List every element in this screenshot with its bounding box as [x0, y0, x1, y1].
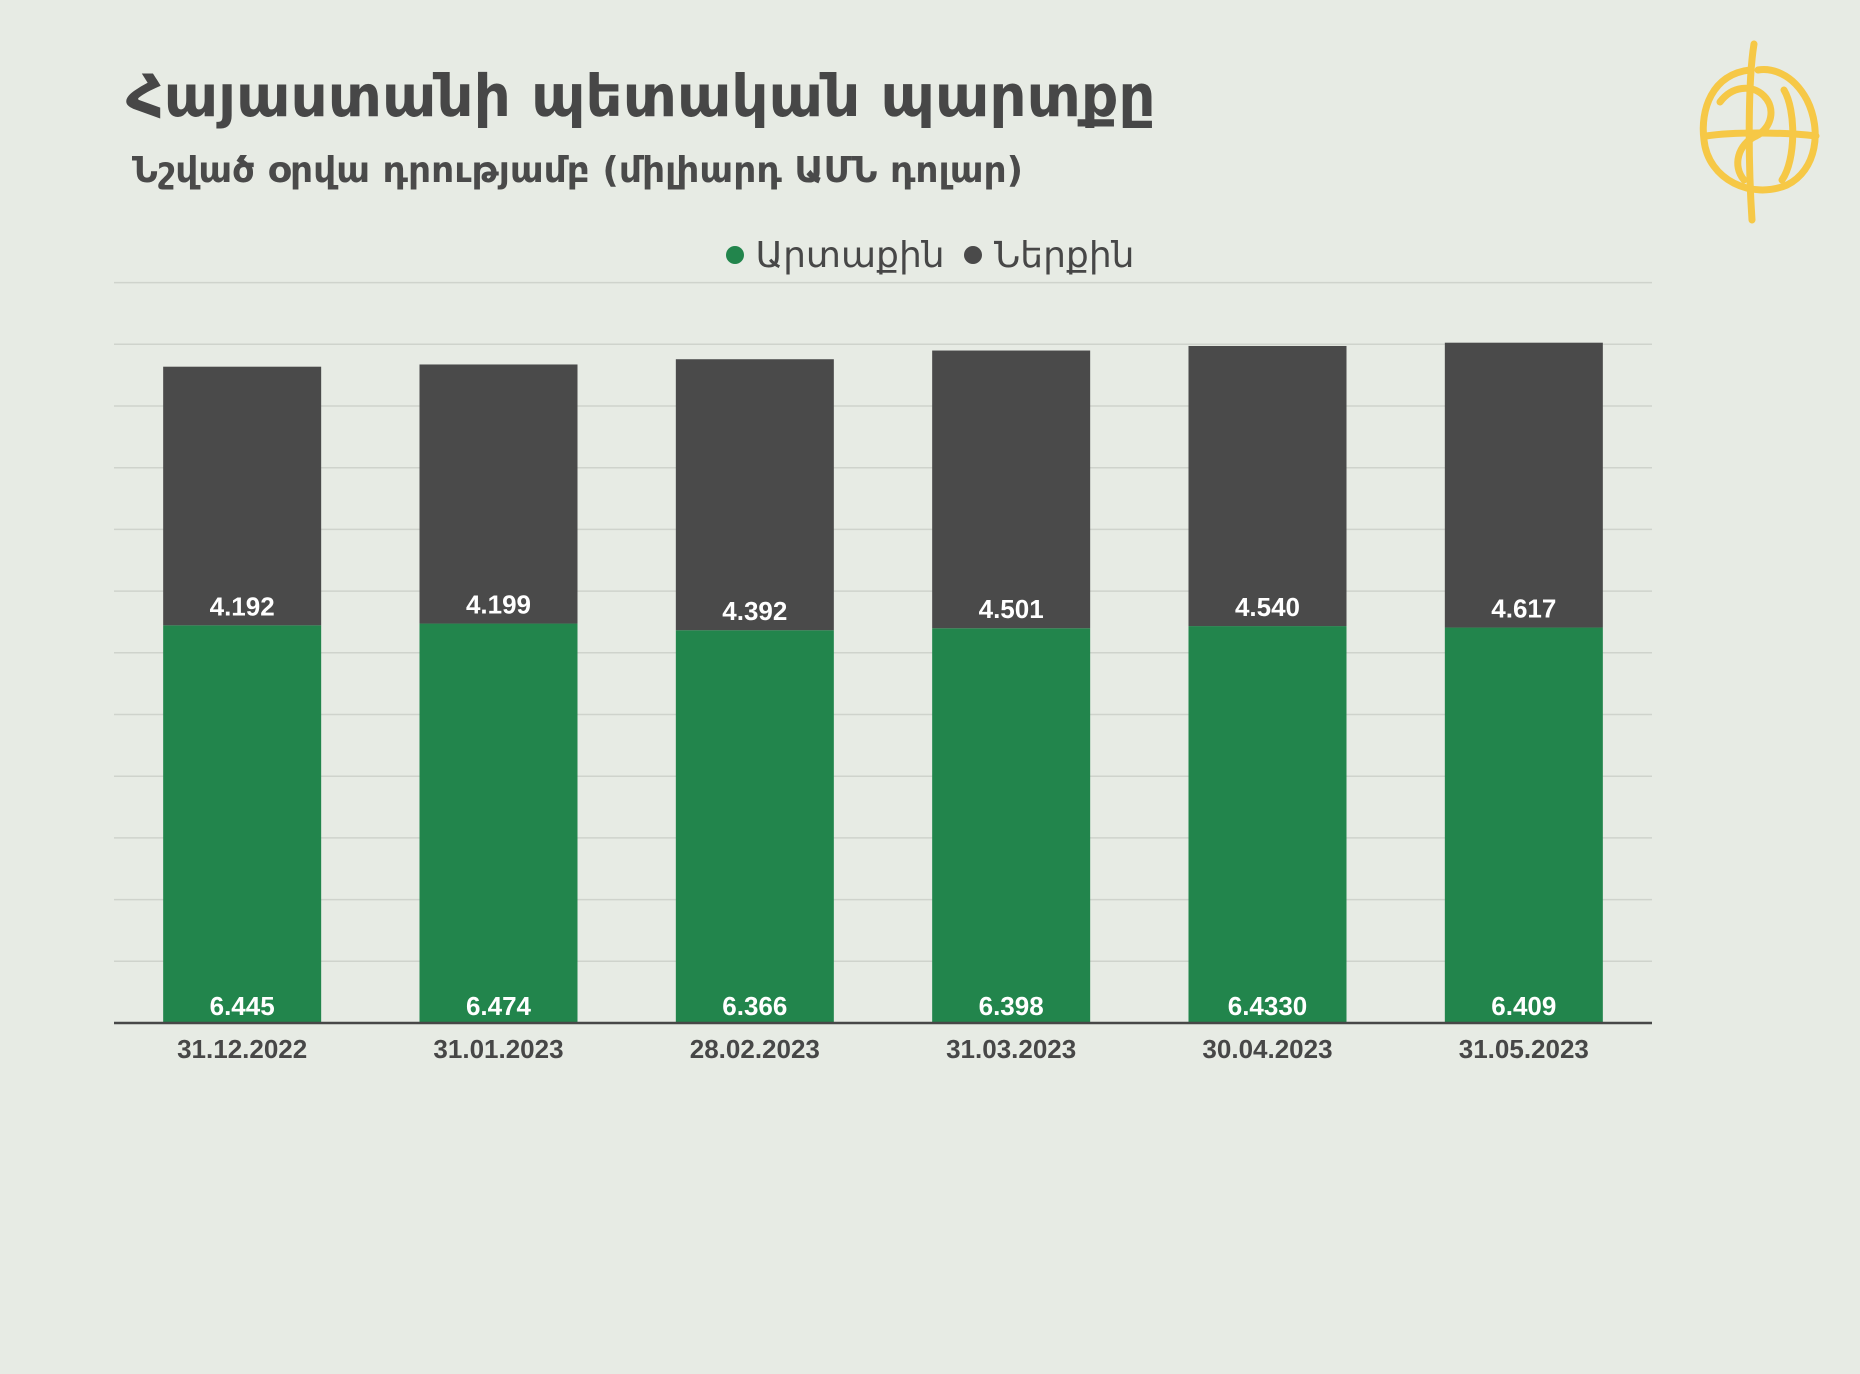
data-label: 6.366 [722, 991, 787, 1021]
chart-title: Հայաստանի պետական պարտքը [126, 62, 1156, 130]
legend-item-external: Արտաքին [725, 234, 945, 276]
x-tick-label: 30.04.2023 [1202, 1034, 1332, 1064]
legend: Արտաքին Ներքին [0, 232, 1860, 276]
legend-dot-external [725, 246, 744, 264]
legend-item-internal: Ներքին [964, 235, 1134, 276]
x-tick-label: 28.02.2023 [690, 1034, 820, 1064]
data-label: 6.474 [466, 991, 532, 1021]
x-tick-label: 31.05.2023 [1459, 1034, 1589, 1064]
data-label: 4.192 [210, 591, 275, 621]
data-label: 6.409 [1491, 991, 1556, 1021]
data-label: 6.445 [210, 991, 275, 1021]
data-label: 4.617 [1491, 594, 1556, 624]
legend-dot-internal [964, 246, 983, 264]
bar-internal [675, 359, 834, 631]
bar-external [1188, 626, 1347, 1023]
legend-label-internal: Ներքին [994, 234, 1135, 276]
bar-external [1444, 627, 1603, 1023]
bar-internal [932, 350, 1091, 629]
bar-internal [1188, 345, 1347, 627]
globe-logo-icon [1699, 40, 1820, 224]
bar-external [419, 623, 578, 1023]
x-tick-label: 31.12.2022 [177, 1034, 307, 1064]
legend-label-external: Արտաքին [755, 234, 945, 276]
bar-internal [163, 366, 322, 626]
bar-internal [419, 364, 578, 624]
data-label: 4.392 [722, 596, 787, 626]
data-label: 6.398 [979, 991, 1044, 1021]
x-tick-label: 31.01.2023 [433, 1034, 563, 1064]
data-label: 4.199 [466, 590, 531, 620]
data-label: 4.501 [979, 594, 1044, 624]
chart-subtitle: Նշված օրվա դրությամբ (միլիարդ ԱՄՆ դոլար) [132, 150, 1024, 191]
bar-external [932, 628, 1091, 1023]
bar-external [163, 625, 322, 1023]
data-label: 6.4330 [1228, 991, 1308, 1021]
x-tick-label: 31.03.2023 [946, 1034, 1076, 1064]
bar-external [675, 630, 834, 1023]
bar-internal [1444, 342, 1603, 628]
data-label: 4.540 [1235, 592, 1300, 622]
